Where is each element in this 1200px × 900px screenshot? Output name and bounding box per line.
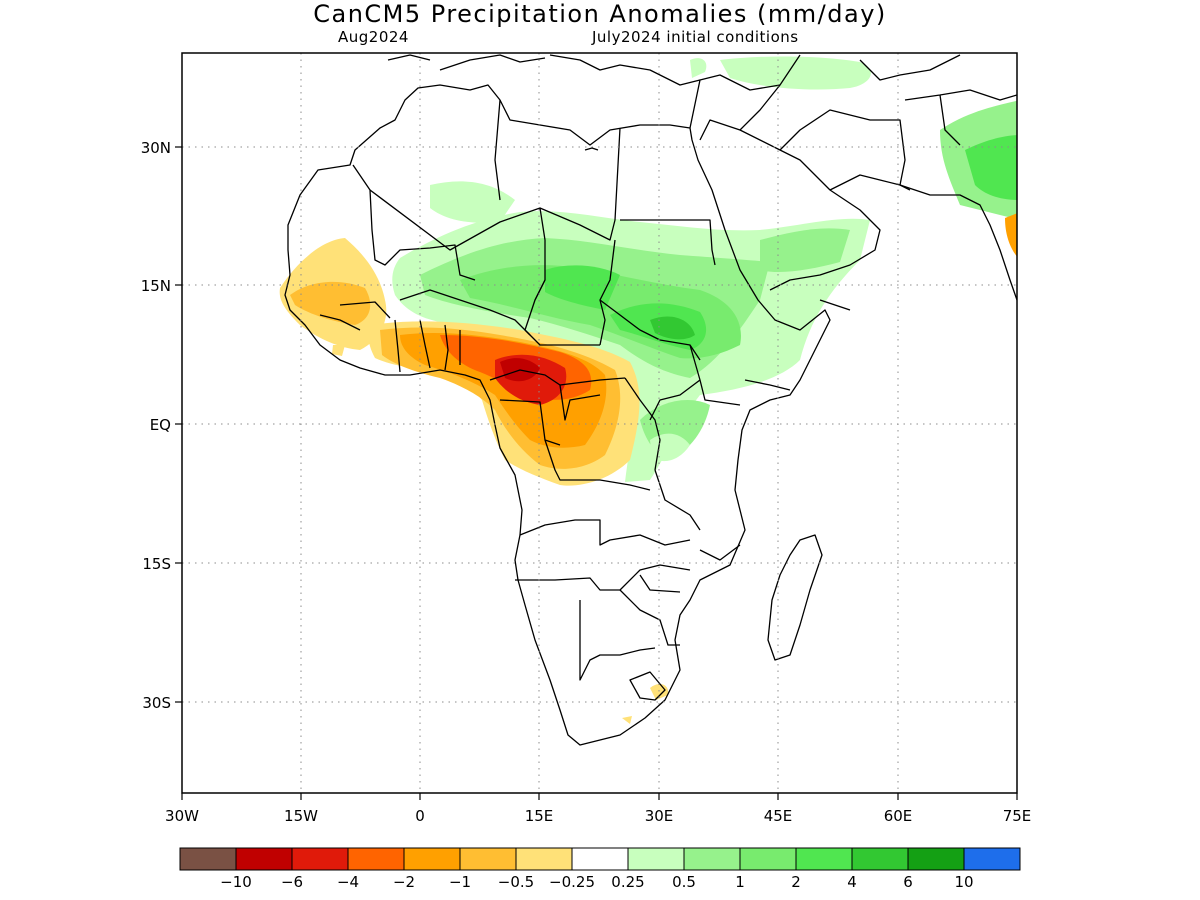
map-title: CanCM5 Precipitation Anomalies (mm/day) (313, 0, 887, 28)
legend-swatch (851, 847, 909, 871)
x-tick-label: 15E (525, 807, 554, 825)
legend-swatch (739, 847, 797, 871)
initial-conditions: July2024 initial conditions (592, 28, 799, 46)
legend-label: −10 (220, 873, 252, 891)
legend-label: −0.5 (498, 873, 534, 891)
y-axis-labels: 30N 15N EQ 15S 30S (141, 139, 171, 712)
legend-swatch (235, 847, 293, 871)
y-tick-label: 15N (141, 277, 171, 295)
anomaly-shading (279, 56, 1017, 724)
x-tick-label: 60E (884, 807, 913, 825)
x-tick-label: 75E (1003, 807, 1032, 825)
legend-label: 0.25 (611, 873, 644, 891)
legend-label: 10 (954, 873, 973, 891)
legend-swatch (403, 847, 461, 871)
legend-label: −2 (393, 873, 415, 891)
africa-coastline (284, 84, 831, 746)
x-tick-label: 30W (165, 807, 199, 825)
legend-label: 0.5 (672, 873, 696, 891)
legend-label: −6 (281, 873, 303, 891)
madagascar-outline (767, 534, 823, 661)
wet-anomaly-region (392, 56, 1017, 482)
legend-swatch (459, 847, 517, 871)
legend-label: −4 (337, 873, 359, 891)
x-axis-labels: 30W 15W 0 15E 30E 45E 60E 75E (165, 807, 1031, 825)
legend-label: −0.25 (549, 873, 595, 891)
legend-label: 6 (903, 873, 913, 891)
y-tick-label: EQ (150, 416, 171, 434)
legend-label: 4 (847, 873, 857, 891)
country-borders (284, 54, 1017, 746)
gridlines (182, 53, 1017, 793)
tick-marks (175, 146, 1018, 800)
y-tick-label: 15S (142, 555, 171, 573)
dry-anomaly-region (279, 213, 1017, 724)
color-legend: −10 −6 −4 −2 −1 −0.5 −0.25 0.25 0.5 1 2 4 6 10 (179, 847, 1021, 891)
forecast-month: Aug2024 (338, 28, 409, 46)
legend-swatch (291, 847, 349, 871)
legend-swatch (683, 847, 741, 871)
legend-label: 1 (735, 873, 745, 891)
legend-swatch (963, 847, 1021, 871)
x-tick-label: 0 (415, 807, 425, 825)
legend-swatch (515, 847, 573, 871)
legend-swatch (571, 847, 629, 871)
map-frame (181, 52, 1018, 794)
legend-label: 2 (791, 873, 801, 891)
x-tick-label: 45E (764, 807, 793, 825)
x-tick-label: 30E (645, 807, 674, 825)
legend-swatch (795, 847, 853, 871)
legend-swatch (907, 847, 965, 871)
legend-swatch (627, 847, 685, 871)
y-tick-label: 30N (141, 139, 171, 157)
legend-label: −1 (449, 873, 471, 891)
x-tick-label: 15W (284, 807, 318, 825)
y-tick-label: 30S (142, 694, 171, 712)
legend-swatch (347, 847, 405, 871)
legend-swatch (179, 847, 237, 871)
